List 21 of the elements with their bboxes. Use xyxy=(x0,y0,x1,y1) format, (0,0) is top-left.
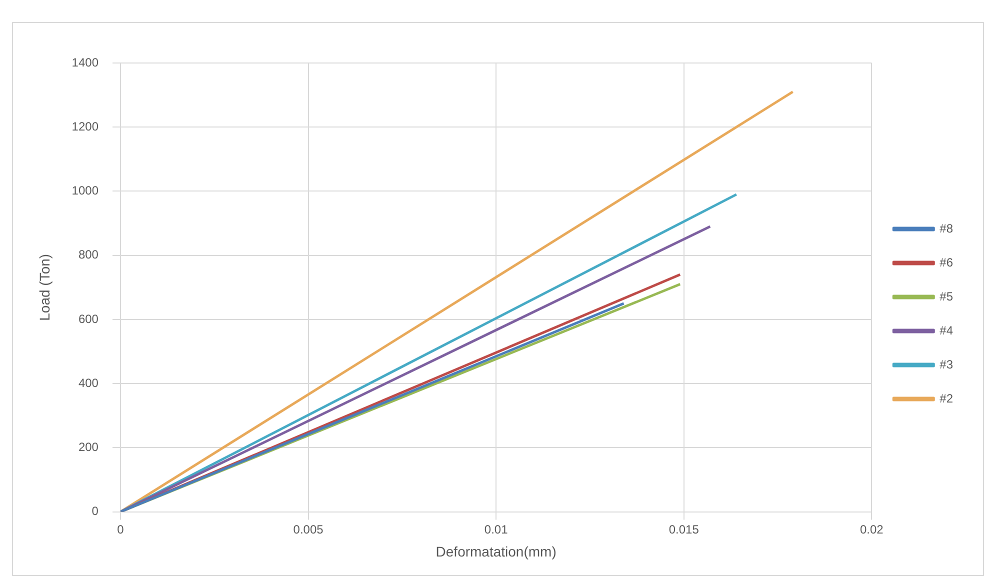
x-tick-label: 0.02 xyxy=(860,522,884,536)
x-tick-label: 0.005 xyxy=(293,522,324,536)
y-tick-label: 200 xyxy=(78,440,99,454)
y-tick-label: 1400 xyxy=(72,55,99,70)
legend-label: #5 xyxy=(940,289,954,304)
y-axis-title: Load (Ton) xyxy=(36,254,52,321)
y-tick-label: 1200 xyxy=(72,119,99,134)
legend-label: #8 xyxy=(940,221,954,236)
x-tick-label: 0.01 xyxy=(484,522,508,536)
x-tick-label: 0 xyxy=(117,522,124,536)
y-tick-label: 600 xyxy=(78,312,99,326)
legend-label: #4 xyxy=(940,323,954,338)
y-tick-label: 1000 xyxy=(72,184,99,198)
legend-label: #3 xyxy=(940,357,954,372)
y-tick-label: 400 xyxy=(78,376,99,390)
legend-label: #2 xyxy=(940,391,954,406)
y-tick-label: 800 xyxy=(78,248,99,262)
legend-label: #6 xyxy=(940,255,954,270)
x-axis-title: Deformatation(mm) xyxy=(436,543,556,560)
x-tick-label: 0.015 xyxy=(668,522,700,536)
y-tick-label: 0 xyxy=(92,504,99,518)
